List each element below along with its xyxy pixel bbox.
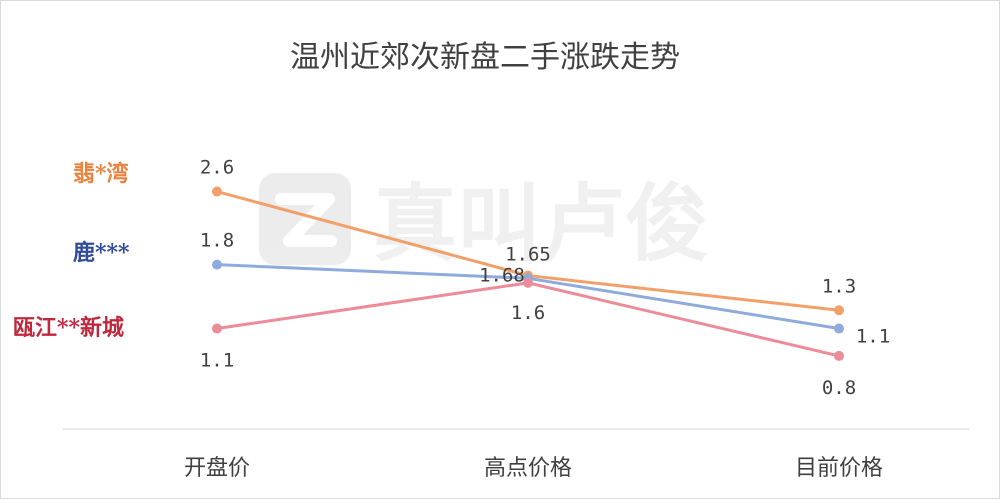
data-label: 1.8 [200,230,234,252]
data-label: 1.68 [479,265,525,287]
data-point [834,305,844,316]
series-label: 鹿*** [73,240,130,266]
series-layer [212,186,844,361]
data-label: 1.3 [822,275,856,297]
watermark-logo-icon [259,173,351,265]
data-label: 1.1 [856,326,890,348]
series-label: 翡*湾 [73,161,129,187]
chart-title: 温州近郊次新盘二手涨跌走势 [290,40,680,75]
data-label: 1.65 [505,243,551,265]
watermark: 真叫卢俊 [259,173,709,273]
x-tick-label: 目前价格 [795,456,883,481]
data-point [212,186,222,197]
data-label: 0.8 [822,377,856,399]
data-label: 1.1 [200,350,234,372]
data-point [834,323,844,334]
data-point [523,277,533,288]
series-label: 瓯江**新城 [13,315,124,341]
watermark-text: 真叫卢俊 [373,175,709,273]
data-point [212,323,222,334]
x-tick-label: 高点价格 [484,456,572,481]
x-tick-label: 开盘价 [184,456,250,481]
data-label: 1.6 [511,302,545,324]
data-point [212,259,222,270]
data-point [834,350,844,361]
data-label-layer: 2.6 1.68 1.3 1.8 1.65 1.1 1.1 1.6 0.8 [200,157,890,399]
data-label: 2.6 [200,157,234,179]
